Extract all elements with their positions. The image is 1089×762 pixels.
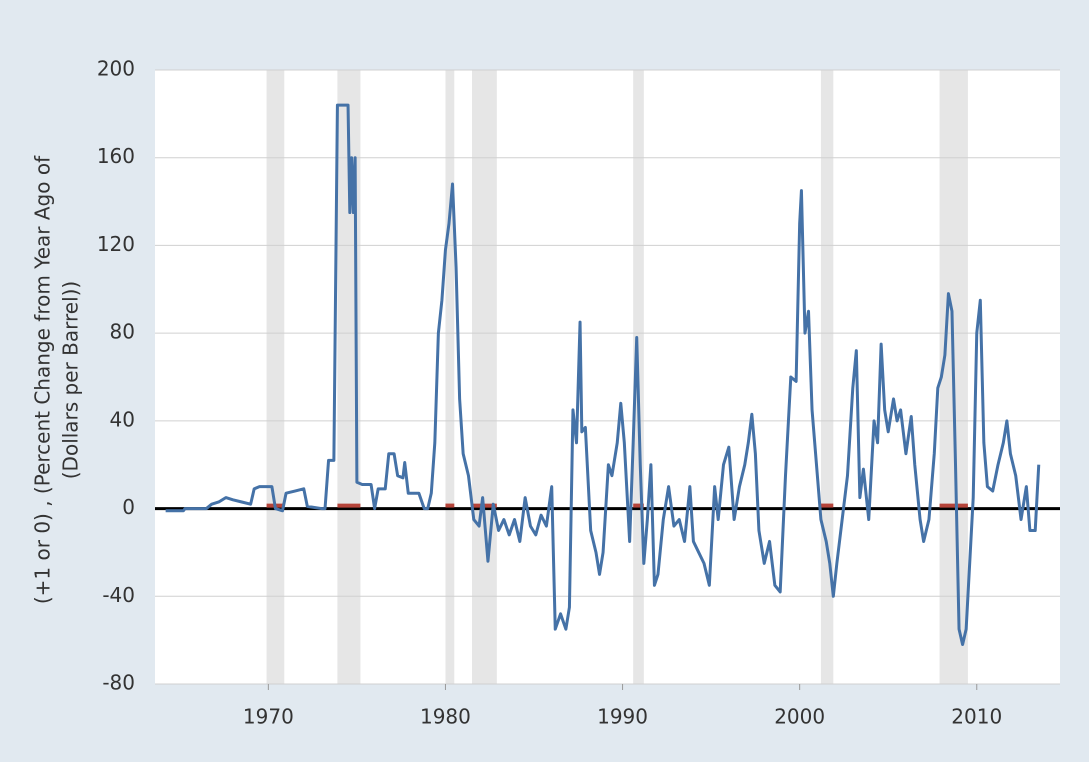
x-tick-label: 2000 bbox=[774, 705, 825, 729]
recession-band bbox=[445, 70, 455, 684]
y-axis-label: (Dollars per Barrel)) bbox=[59, 281, 83, 480]
y-tick-label: 40 bbox=[110, 407, 135, 431]
y-tick-label: -80 bbox=[102, 671, 135, 695]
y-axis-label: (+1 or 0) , (Percent Change from Year Ag… bbox=[31, 155, 55, 604]
recession-band bbox=[472, 70, 497, 684]
y-tick-label: -40 bbox=[102, 583, 135, 607]
x-tick-label: 2010 bbox=[951, 705, 1002, 729]
x-tick-label: 1970 bbox=[243, 705, 294, 729]
x-tick-label: 1980 bbox=[420, 705, 471, 729]
data-line bbox=[165, 103, 1041, 647]
y-tick-label: 80 bbox=[110, 320, 135, 344]
y-tick-label: 120 bbox=[97, 232, 135, 256]
y-tick-label: 0 bbox=[122, 495, 135, 519]
x-tick-label: 1990 bbox=[597, 705, 648, 729]
y-tick-label: 200 bbox=[97, 57, 135, 81]
plot-area bbox=[155, 70, 1060, 684]
recession-band bbox=[266, 70, 285, 684]
y-tick-label: 160 bbox=[97, 144, 135, 168]
